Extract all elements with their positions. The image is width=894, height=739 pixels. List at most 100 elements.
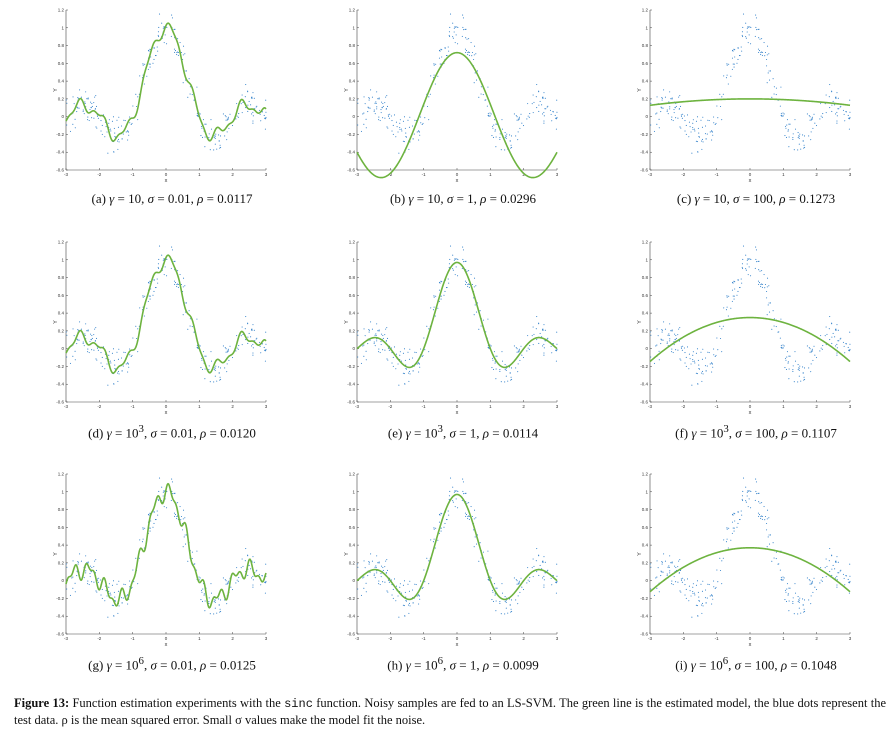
test-point — [432, 541, 435, 543]
test-point — [543, 586, 545, 588]
test-point — [83, 345, 85, 347]
y-tick-label: 0.4 — [58, 79, 65, 84]
test-point — [661, 329, 663, 331]
test-point — [476, 70, 479, 72]
test-point — [810, 595, 812, 597]
test-point — [763, 506, 765, 508]
test-point — [182, 82, 184, 84]
test-point — [397, 595, 399, 597]
test-point — [149, 66, 151, 68]
test-point — [845, 343, 847, 345]
test-point — [799, 133, 801, 135]
test-point — [80, 96, 82, 98]
test-point — [556, 99, 558, 101]
test-point — [452, 37, 454, 39]
test-point — [468, 38, 470, 40]
test-point — [766, 58, 768, 61]
test-point — [408, 148, 410, 150]
test-point — [407, 119, 409, 121]
test-point — [556, 116, 558, 118]
test-point — [480, 93, 482, 95]
test-point — [669, 340, 671, 342]
test-point — [670, 562, 672, 564]
test-point — [698, 364, 700, 366]
test-point — [538, 574, 540, 576]
test-point — [755, 493, 758, 495]
test-point — [671, 119, 673, 121]
test-point — [494, 361, 496, 363]
test-point — [740, 278, 742, 280]
test-point — [408, 372, 410, 374]
test-point — [809, 580, 811, 582]
test-point — [382, 335, 384, 337]
test-point — [536, 107, 538, 109]
test-point — [843, 345, 845, 347]
test-point — [757, 28, 759, 30]
test-point — [719, 325, 721, 327]
test-point — [395, 585, 397, 587]
test-point — [698, 596, 700, 598]
test-point — [80, 328, 82, 330]
test-point — [420, 116, 422, 118]
test-point — [510, 144, 512, 146]
test-point — [368, 97, 370, 99]
test-point — [369, 339, 371, 341]
test-point — [74, 359, 76, 361]
test-point — [711, 130, 713, 132]
test-point — [663, 89, 665, 91]
test-point — [533, 333, 535, 335]
test-point — [419, 134, 421, 136]
test-point — [711, 139, 713, 141]
test-point — [786, 119, 789, 121]
test-point — [794, 351, 796, 353]
test-point — [650, 334, 652, 336]
test-point — [695, 584, 697, 586]
test-point — [462, 249, 464, 251]
y-tick-label: 1.2 — [349, 8, 356, 13]
test-point — [780, 86, 782, 88]
x-tick-label: -3 — [355, 172, 359, 177]
test-point — [161, 22, 163, 24]
test-point — [77, 107, 79, 109]
test-point — [418, 594, 420, 596]
test-point — [465, 28, 467, 30]
test-point — [69, 130, 72, 132]
test-point — [712, 598, 714, 600]
test-point — [473, 529, 475, 531]
test-point — [467, 285, 469, 288]
test-point — [726, 538, 728, 540]
test-point — [773, 325, 775, 327]
test-point — [708, 583, 710, 586]
test-point — [152, 526, 154, 528]
test-point — [698, 132, 700, 134]
test-point — [386, 105, 389, 108]
test-point — [505, 137, 507, 139]
test-point — [719, 105, 722, 108]
test-point — [834, 97, 837, 99]
test-point — [440, 295, 442, 297]
test-point — [692, 354, 694, 356]
test-point — [748, 34, 750, 36]
test-point — [376, 340, 378, 342]
test-point — [788, 587, 790, 589]
test-point — [541, 104, 543, 106]
test-point — [95, 95, 97, 97]
test-point — [543, 579, 545, 581]
test-point — [539, 100, 541, 103]
test-point — [438, 532, 440, 534]
x-tick-label: 2 — [815, 172, 818, 177]
test-point — [495, 378, 497, 380]
test-point — [91, 581, 93, 583]
test-point — [404, 127, 406, 129]
test-point — [688, 585, 690, 587]
x-tick-label: -1 — [422, 636, 426, 641]
test-point — [671, 97, 673, 99]
test-point — [794, 128, 797, 130]
test-point — [539, 564, 541, 567]
test-point — [682, 113, 684, 115]
test-point — [669, 338, 671, 340]
test-point — [238, 345, 240, 347]
test-point — [360, 362, 363, 364]
test-point — [733, 48, 735, 50]
test-point — [760, 52, 762, 54]
